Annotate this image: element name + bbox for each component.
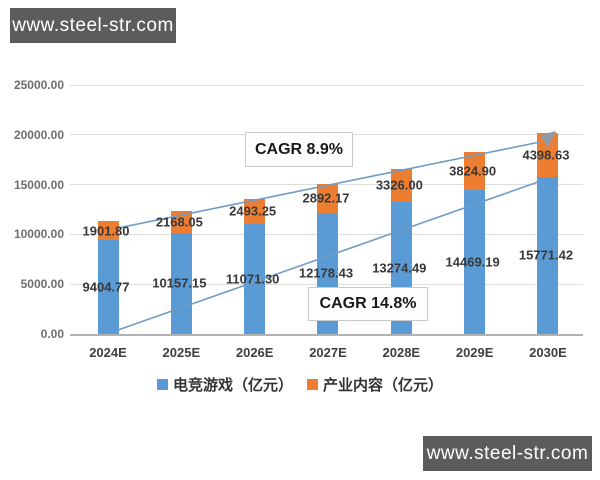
bar-segment-content-2028E xyxy=(390,168,412,202)
bar-segment-content-2026E xyxy=(244,198,266,224)
y-tick-0: 0.00 xyxy=(40,327,64,341)
legend-swatch-orange xyxy=(307,379,318,390)
legend: 电竞游戏（亿元） 产业内容（亿元） xyxy=(0,374,600,395)
data-label-esports-2024E: 9404.77 xyxy=(82,279,130,295)
trend-line-upper xyxy=(117,141,541,229)
legend-item-esports: 电竞游戏（亿元） xyxy=(156,374,293,395)
legend-swatch-blue xyxy=(156,379,168,390)
x-tick-2028E: 2028E xyxy=(382,345,421,360)
y-tick-10000: 10000.00 xyxy=(13,227,64,242)
watermark-top-left: www.steel-str.com xyxy=(10,8,176,43)
x-tick-2024E: 2024E xyxy=(89,345,127,360)
plot-area xyxy=(70,84,583,336)
gridline-25000 xyxy=(70,84,583,86)
data-label-esports-2027E: 12178.43 xyxy=(298,265,354,281)
data-label-esports-2026E: 11071.30 xyxy=(225,271,280,287)
y-tick-15000: 15000.00 xyxy=(13,177,64,192)
x-tick-2029E: 2029E xyxy=(455,345,494,360)
bar-segment-content-2029E xyxy=(464,151,486,190)
cagr-annotation-upper: CAGR 8.9% xyxy=(245,132,353,167)
bar-segment-content-2024E xyxy=(97,221,119,241)
data-label-content-2028E: 3326.00 xyxy=(375,177,423,193)
data-label-content-2027E: 2892.17 xyxy=(302,190,350,206)
x-tick-2027E: 2027E xyxy=(309,345,347,360)
trend-line-lower xyxy=(117,181,539,331)
data-label-content-2026E: 2493.25 xyxy=(229,203,277,219)
data-label-esports-2029E: 14469.19 xyxy=(445,254,500,270)
data-label-content-2029E: 3824.90 xyxy=(449,163,497,179)
cagr-annotation-lower: CAGR 14.8% xyxy=(308,287,428,321)
bar-segment-esports-2024E xyxy=(97,240,119,334)
x-tick-2026E: 2026E xyxy=(235,345,274,360)
y-tick-5000: 5000.00 xyxy=(20,277,64,292)
watermark-bottom-right: www.steel-str.com xyxy=(423,436,592,471)
data-label-content-2025E: 2168.05 xyxy=(155,214,203,230)
trend-arrowhead xyxy=(540,131,556,148)
bar-segment-content-2030E xyxy=(537,133,559,177)
legend-label-esports: 电竞游戏（亿元） xyxy=(172,377,293,394)
data-label-esports-2030E: 15771.42 xyxy=(518,247,574,263)
legend-label-industry-content: 产业内容（亿元） xyxy=(323,377,444,394)
data-label-content-2024E: 1901.80 xyxy=(82,223,130,239)
bar-segment-esports-2026E xyxy=(244,223,266,334)
legend-item-industry-content: 产业内容（亿元） xyxy=(307,374,443,395)
x-tick-2030E: 2030E xyxy=(529,345,567,360)
y-tick-20000: 20000.00 xyxy=(13,127,64,142)
x-tick-2025E: 2025E xyxy=(162,345,201,360)
data-label-esports-2025E: 10157.15 xyxy=(152,275,207,291)
bar-segment-esports-2029E xyxy=(464,189,486,334)
bar-segment-content-2027E xyxy=(317,183,339,213)
bar-segment-esports-2030E xyxy=(537,176,559,334)
data-label-content-2030E: 4398.63 xyxy=(522,147,570,163)
y-tick-25000: 25000.00 xyxy=(13,78,64,92)
gridline-0 xyxy=(70,333,583,336)
data-label-esports-2028E: 13274.49 xyxy=(372,260,427,276)
